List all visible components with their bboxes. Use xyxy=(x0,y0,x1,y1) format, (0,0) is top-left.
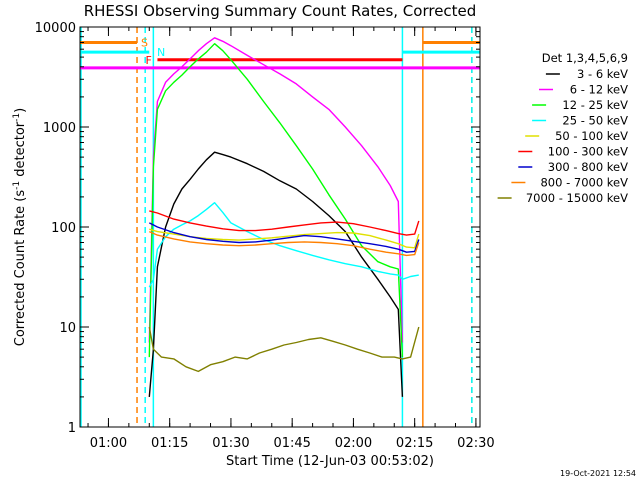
flag-label: N xyxy=(157,46,165,59)
legend-entry: 7000 - 15000 keV xyxy=(526,191,628,205)
flag-bars: SNF xyxy=(80,36,480,70)
series-line xyxy=(148,37,404,343)
legend-entry: 300 - 800 keV xyxy=(548,160,628,174)
series-line xyxy=(148,201,419,288)
date-stamp: 19-Oct-2021 12:54 xyxy=(560,469,636,478)
y-axis-ticks: 1 10 100 1000 10000 xyxy=(35,21,480,436)
legend-entry: 12 - 25 keV xyxy=(562,98,628,112)
series-line xyxy=(148,151,404,397)
series-line xyxy=(149,210,420,236)
plot-frame xyxy=(79,26,481,428)
y-tick-label: 1000 xyxy=(43,121,76,136)
x-tick-label: 01:45 xyxy=(273,436,310,451)
x-tick-label: 02:30 xyxy=(457,436,494,451)
y-tick-label: 1 xyxy=(68,421,76,436)
x-tick-label: 02:15 xyxy=(396,436,433,451)
flag-label: S xyxy=(141,36,148,49)
vertical-markers xyxy=(80,27,473,427)
legend-title: Det 1,3,4,5,6,9 xyxy=(542,51,628,65)
x-tick-label: 01:15 xyxy=(151,436,188,451)
y-tick-label: 10 xyxy=(59,321,76,336)
x-tick-label: 01:30 xyxy=(212,436,249,451)
legend-entry: 3 - 6 keV xyxy=(577,67,628,81)
series-line xyxy=(149,230,420,257)
flag-label: F xyxy=(145,54,151,67)
series-line xyxy=(148,326,420,373)
series-lines xyxy=(148,37,420,397)
x-tick-label: 01:00 xyxy=(90,436,127,451)
legend-entry: 25 - 50 keV xyxy=(562,114,628,128)
series-line xyxy=(148,43,404,358)
legend-entry: 6 - 12 keV xyxy=(570,83,628,97)
series-line xyxy=(148,222,420,253)
x-axis-ticks: 01:00 01:15 01:30 01:45 02:00 02:15 02:30 xyxy=(87,27,495,451)
legend-entry: 100 - 300 keV xyxy=(548,145,628,159)
legend-entry: 50 - 100 keV xyxy=(555,129,628,143)
x-axis-label: Start Time (12-Jun-03 00:53:02) xyxy=(226,454,434,469)
x-tick-label: 02:00 xyxy=(335,436,372,451)
y-tick-label: 10000 xyxy=(35,21,76,36)
legend-entry: 800 - 7000 keV xyxy=(540,176,628,190)
y-axis-label: Corrected Count Rate (s-1 detector-1) xyxy=(12,108,28,346)
y-tick-label: 100 xyxy=(51,221,76,236)
chart-title: RHESSI Observing Summary Count Rates, Co… xyxy=(84,2,477,20)
